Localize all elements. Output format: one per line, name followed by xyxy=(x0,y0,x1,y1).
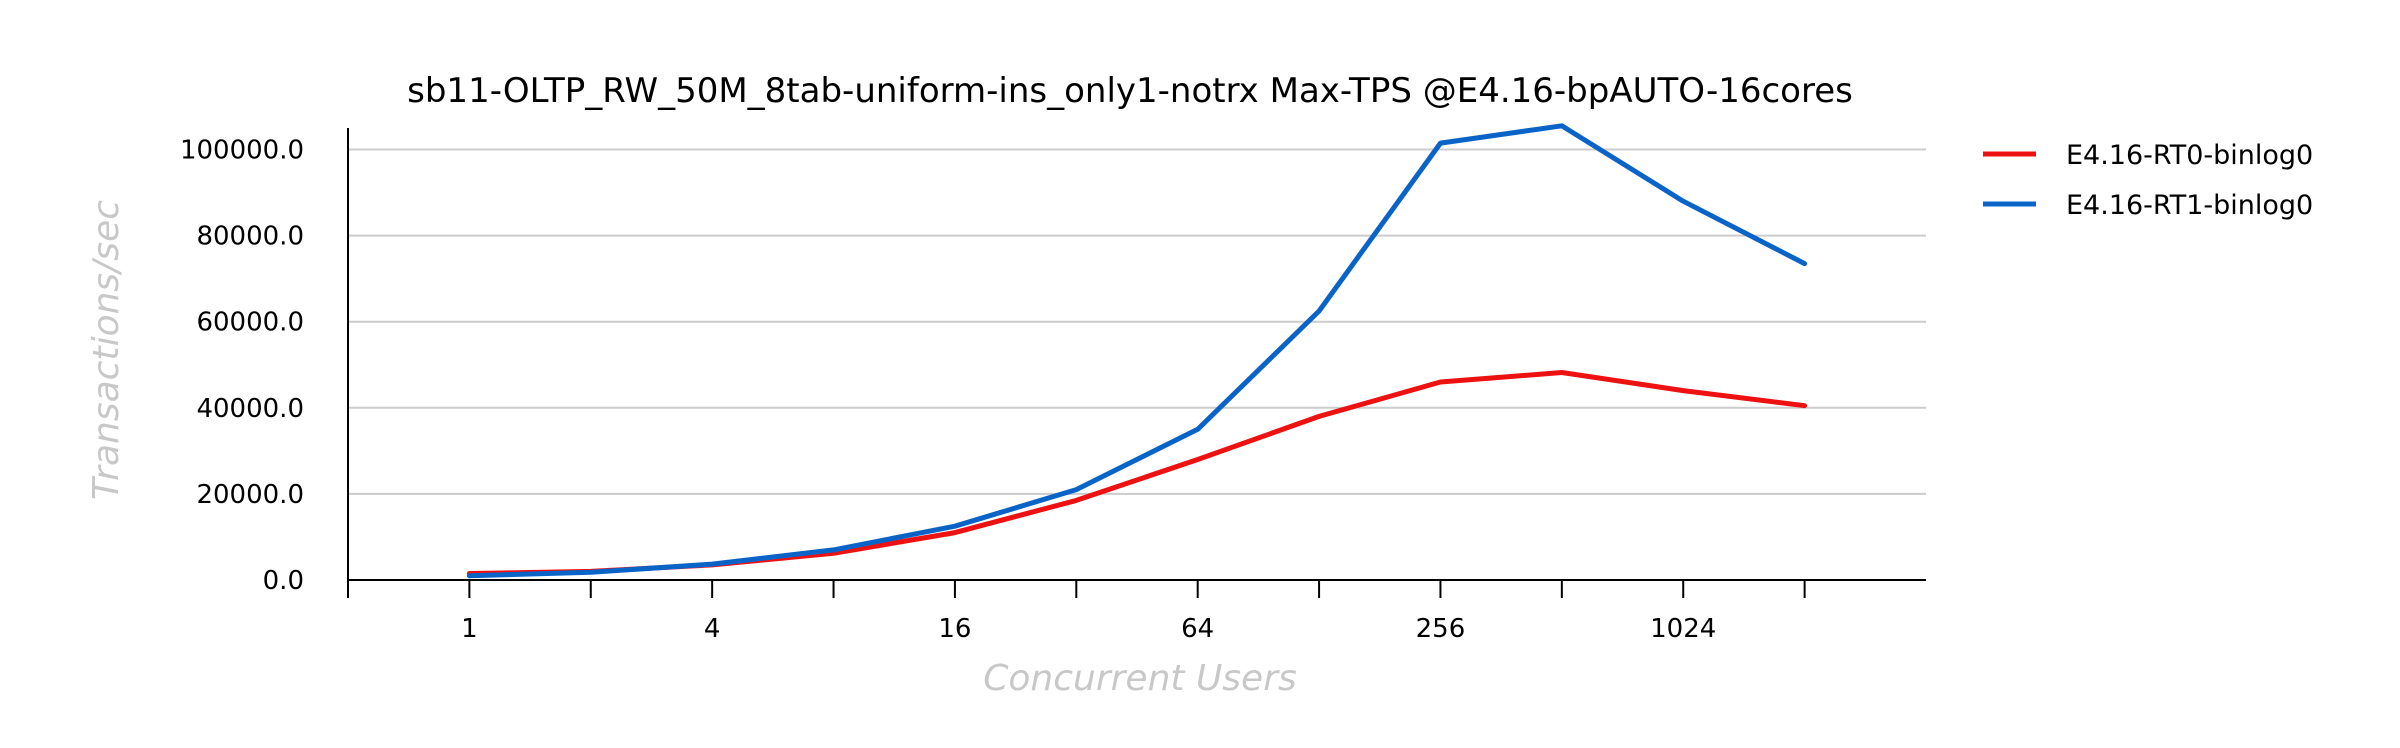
y-tick-label: 80000.0 xyxy=(196,222,304,252)
y-axis-label: Transactions/sec xyxy=(86,200,127,500)
legend-label: E4.16-RT1-binlog0 xyxy=(2066,190,2313,221)
y-tick-label: 0.0 xyxy=(263,566,304,596)
x-tick-label: 16 xyxy=(938,614,971,644)
x-tick-label: 64 xyxy=(1181,614,1214,644)
chart-title: sb11-OLTP_RW_50M_8tab-uniform-ins_only1-… xyxy=(407,71,1853,111)
gridlines xyxy=(348,148,1926,495)
y-tick-label: 60000.0 xyxy=(196,308,304,338)
y-tick-label: 100000.0 xyxy=(180,136,304,166)
x-tick-label: 1024 xyxy=(1650,614,1716,644)
y-tick-label: 20000.0 xyxy=(196,480,304,510)
x-axis-ticks: 1 4 16 64 256 1024 xyxy=(347,580,1806,644)
series-lines xyxy=(466,123,1808,579)
y-tick-label: 40000.0 xyxy=(196,394,304,424)
legend: E4.16-RT0-binlog0 E4.16-RT1-binlog0 xyxy=(1983,140,2313,221)
x-tick-label: 1 xyxy=(461,614,478,644)
series-line-1 xyxy=(466,370,1808,576)
y-axis-ticks: 0.0 20000.0 40000.0 60000.0 80000.0 100000.0 xyxy=(180,136,304,596)
axes xyxy=(347,128,1926,581)
x-axis-label: Concurrent Users xyxy=(983,658,1297,699)
series-line-2 xyxy=(466,123,1808,579)
x-tick-label: 256 xyxy=(1416,614,1466,644)
legend-label: E4.16-RT0-binlog0 xyxy=(2066,140,2313,171)
x-tick-label: 4 xyxy=(704,614,721,644)
